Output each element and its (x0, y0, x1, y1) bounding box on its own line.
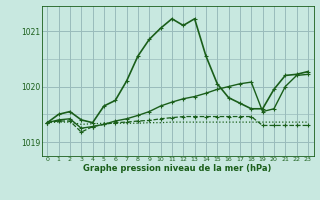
X-axis label: Graphe pression niveau de la mer (hPa): Graphe pression niveau de la mer (hPa) (84, 164, 272, 173)
